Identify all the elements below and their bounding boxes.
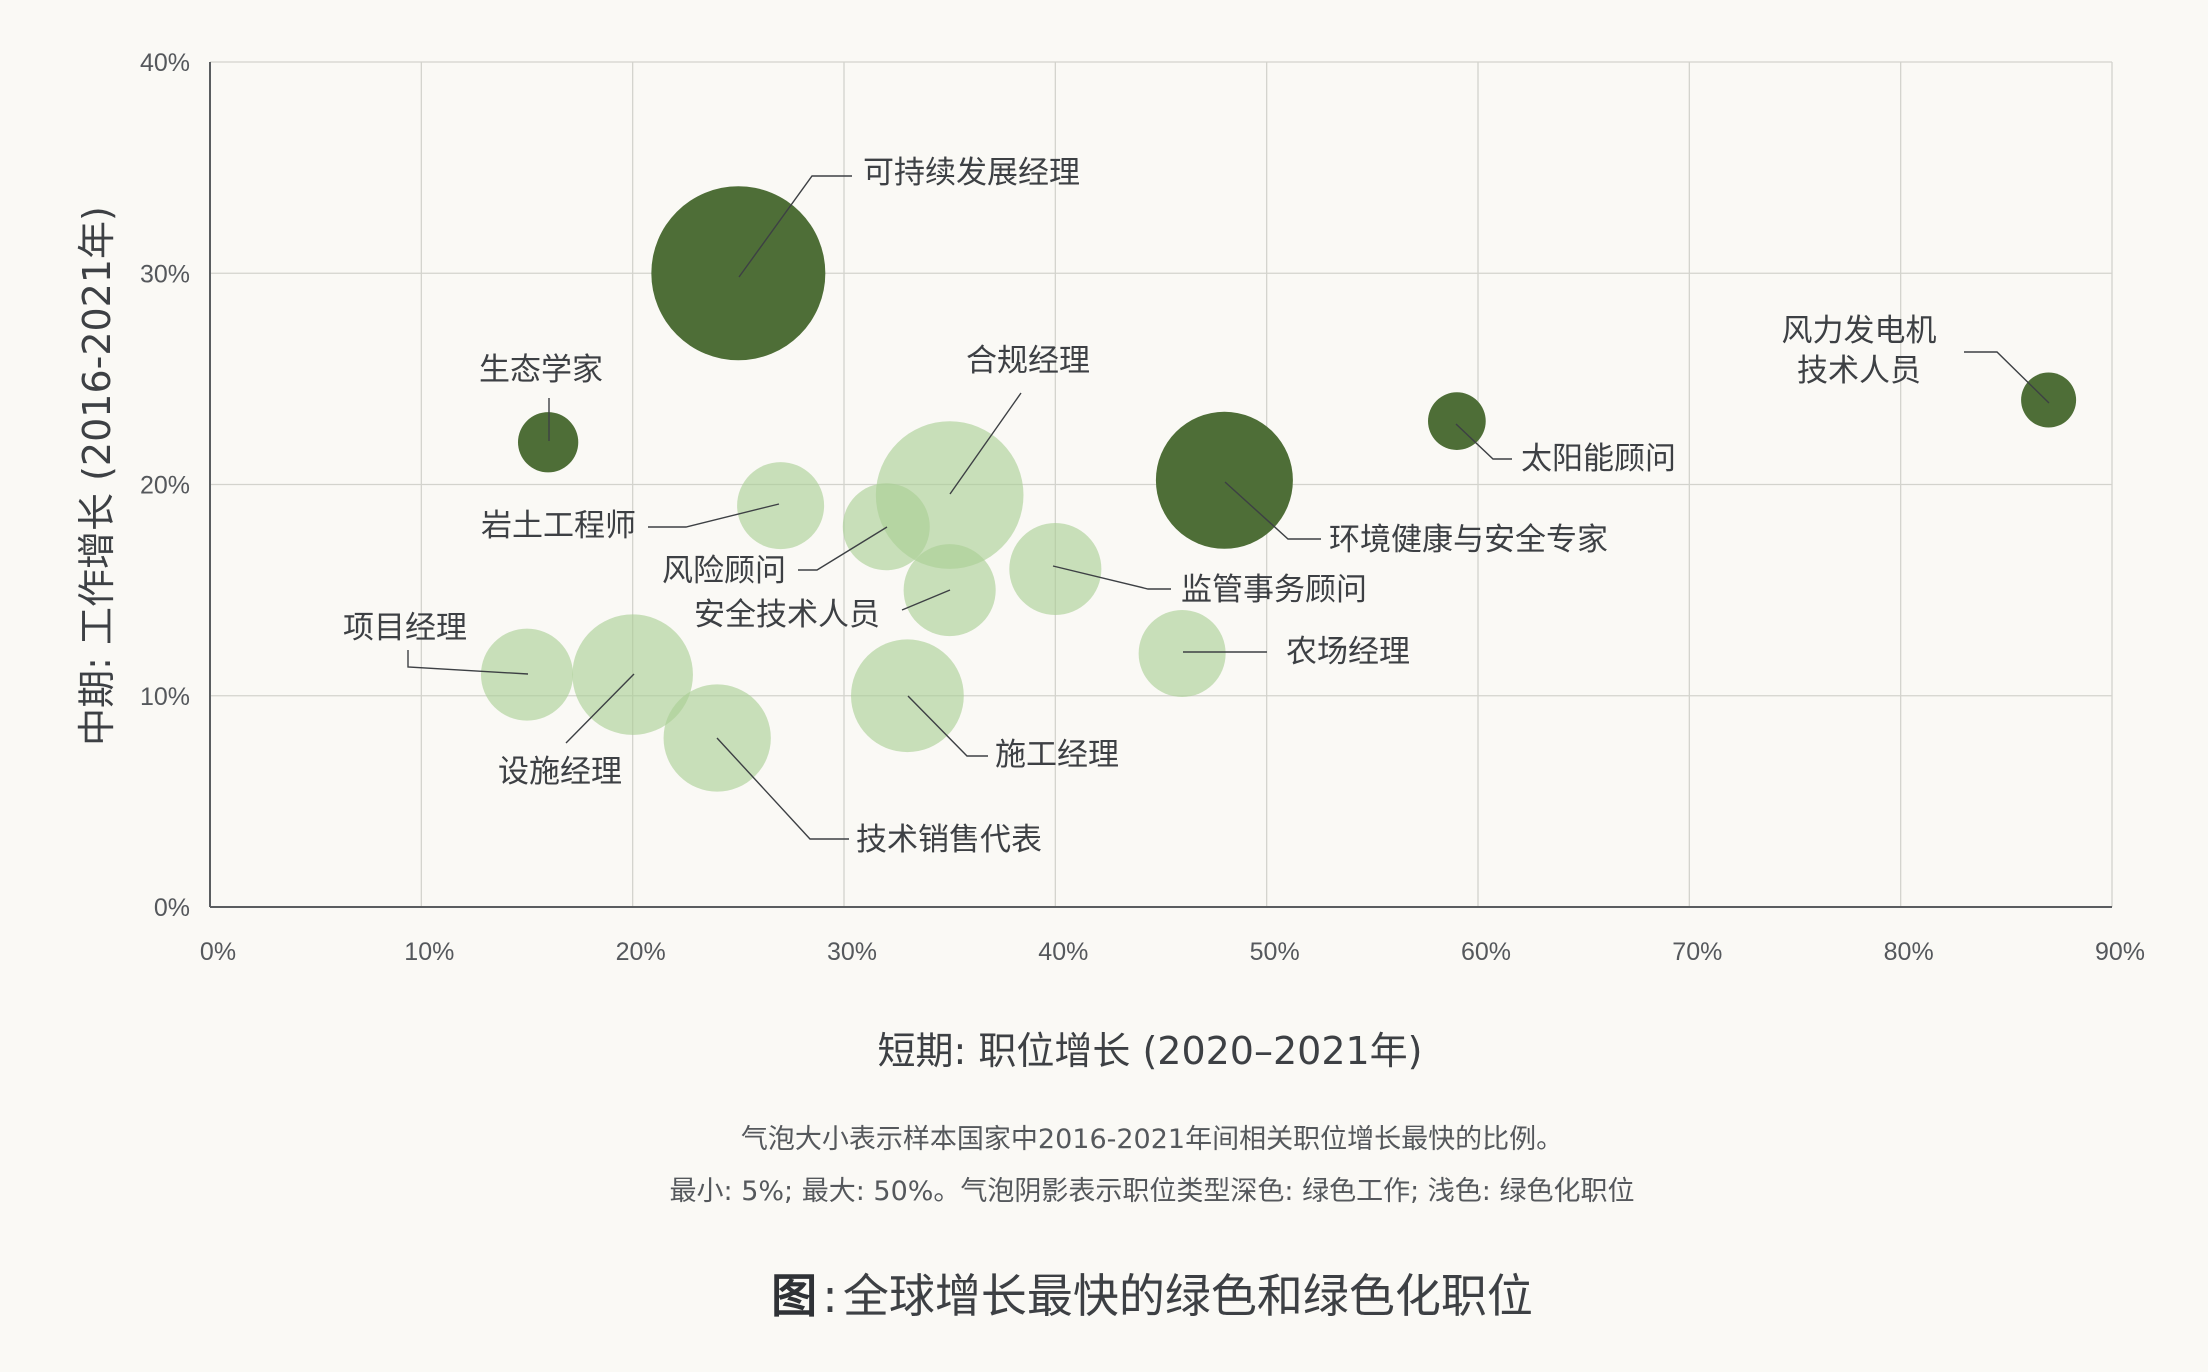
bubble xyxy=(1428,392,1486,450)
bubble xyxy=(1009,522,1102,616)
x-tick-label: 0% xyxy=(200,938,236,966)
label-safety-technician: 安全技术人员 xyxy=(694,597,880,633)
label-ecologist: 生态学家 xyxy=(479,352,603,388)
label-risk-consultant: 风险顾问 xyxy=(662,553,786,589)
figure-caption: 图 : 全球增长最快的绿色和绿色化职位 xyxy=(771,1269,1533,1323)
leader-line xyxy=(565,673,635,744)
bubble xyxy=(651,186,826,361)
bubble xyxy=(2021,372,2077,428)
label-wind-turbine-technician-line1: 风力发电机 xyxy=(1782,313,1937,349)
leader-line xyxy=(1052,565,1171,590)
label-technical-sales-rep: 技术销售代表 xyxy=(856,822,1042,858)
y-tick-labels: 0% 10% 20% 30% 40% xyxy=(140,49,190,922)
caption-separator: : xyxy=(822,1269,838,1323)
bubble xyxy=(737,462,825,550)
leader-lines xyxy=(407,175,2050,840)
leader-line xyxy=(1455,423,1512,460)
leader-line xyxy=(798,526,888,571)
label-wind-turbine-technician-line2: 技术人员 xyxy=(1797,353,1921,389)
label-construction-manager: 施工经理 xyxy=(995,737,1119,773)
leader-line xyxy=(407,650,529,675)
y-tick-label: 0% xyxy=(154,894,190,922)
bubble xyxy=(517,412,579,473)
label-farm-manager: 农场经理 xyxy=(1286,634,1410,670)
leader-line xyxy=(907,695,988,757)
x-tick-labels: 0% 10% 20% 30% 40% 50% 60% 70% 80% 90% xyxy=(200,938,2145,966)
label-compliance-manager: 合规经理 xyxy=(966,343,1090,379)
leader-line xyxy=(949,392,1022,495)
leader-line xyxy=(648,503,780,528)
x-tick-label: 20% xyxy=(616,938,666,966)
leader-line xyxy=(901,589,951,611)
label-sustainability-manager: 可持续发展经理 xyxy=(863,155,1080,191)
note-line-1: 气泡大小表示样本国家中2016-2021年间相关职位增长最快的比例。 xyxy=(741,1124,1563,1155)
y-tick-label: 40% xyxy=(140,49,190,77)
leader-line xyxy=(738,175,852,278)
x-tick-label: 10% xyxy=(404,938,454,966)
note-line-2: 最小: 5%; 最大: 50%。气泡阴影表示职位类型深色: 绿色工作; 浅色: … xyxy=(670,1176,1635,1207)
label-solar-consultant: 太阳能顾问 xyxy=(1521,441,1676,477)
leader-line xyxy=(716,737,849,840)
label-project-manager: 项目经理 xyxy=(343,610,467,646)
label-geotechnical-engineer: 岩土工程师 xyxy=(481,508,636,544)
y-tick-label: 10% xyxy=(140,683,190,711)
bubble-labels: 可持续发展经理 生态学家 岩土工程师 风险顾问 合规经理 安全技术人员 监管事务… xyxy=(343,155,1937,858)
x-tick-label: 60% xyxy=(1461,938,1511,966)
x-tick-label: 40% xyxy=(1038,938,1088,966)
caption-prefix: 图 xyxy=(771,1269,817,1323)
x-axis-title: 短期: 职位增长 (2020–2021年) xyxy=(877,1029,1422,1073)
y-tick-label: 30% xyxy=(140,260,190,288)
y-axis-title: 中期: 工作增长 (2016-2021年) xyxy=(75,206,119,746)
x-tick-label: 30% xyxy=(827,938,877,966)
caption-title: 全球增长最快的绿色和绿色化职位 xyxy=(843,1269,1533,1323)
label-facilities-manager: 设施经理 xyxy=(498,754,622,790)
x-tick-label: 80% xyxy=(1884,938,1934,966)
y-tick-label: 20% xyxy=(140,472,190,500)
label-ehs-specialist: 环境健康与安全专家 xyxy=(1329,522,1608,558)
bubble xyxy=(1155,411,1293,549)
x-tick-label: 90% xyxy=(2095,938,2145,966)
bubble xyxy=(875,421,1024,569)
x-tick-label: 70% xyxy=(1672,938,1722,966)
x-tick-label: 50% xyxy=(1250,938,1300,966)
label-regulatory-consultant: 监管事务顾问 xyxy=(1181,572,1367,608)
leader-line xyxy=(1224,481,1321,540)
bubbles xyxy=(480,186,2077,792)
leader-line xyxy=(1964,351,2050,404)
bubble xyxy=(1138,610,1226,697)
